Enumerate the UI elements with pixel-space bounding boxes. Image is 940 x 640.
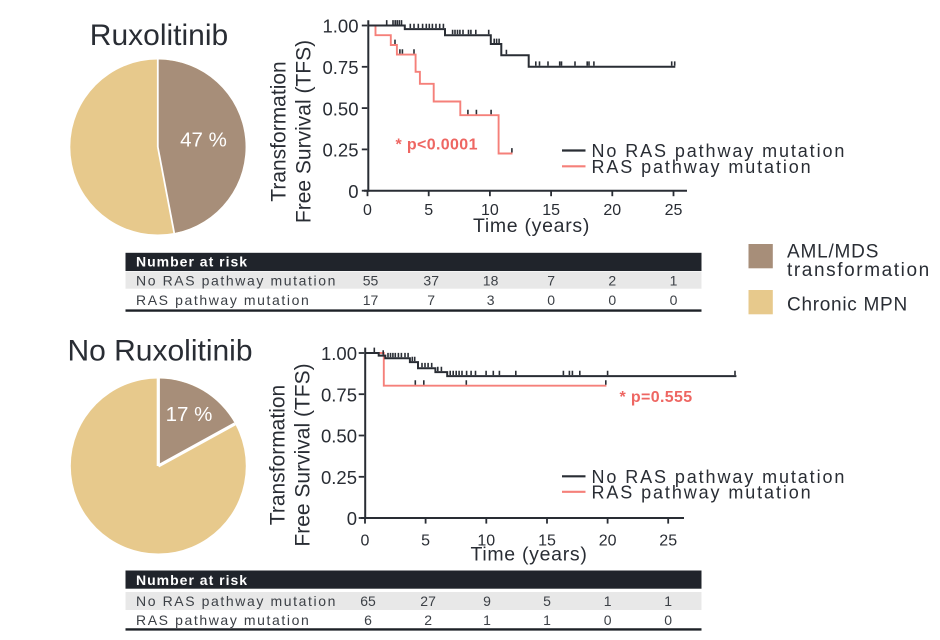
svg-text:0.50: 0.50 — [321, 426, 357, 447]
svg-text:Number at risk: Number at risk — [136, 254, 248, 270]
svg-text:Number at risk: Number at risk — [136, 572, 248, 588]
svg-text:17 %: 17 % — [166, 403, 213, 426]
svg-text:25: 25 — [659, 533, 677, 550]
svg-text:20: 20 — [603, 202, 621, 219]
svg-text:1.00: 1.00 — [321, 343, 357, 364]
svg-text:Free Survival (TFS): Free Survival (TFS) — [293, 40, 316, 223]
svg-text:* p=0.555: * p=0.555 — [620, 389, 693, 406]
svg-text:20: 20 — [599, 533, 617, 550]
svg-text:No RAS pathway mutation: No RAS pathway mutation — [592, 467, 847, 487]
svg-text:0: 0 — [363, 202, 372, 219]
svg-text:0.50: 0.50 — [322, 98, 358, 119]
svg-text:AML/MDS: AML/MDS — [787, 242, 879, 263]
svg-text:Time (years): Time (years) — [473, 215, 590, 237]
svg-text:27: 27 — [420, 593, 436, 609]
svg-text:0: 0 — [604, 612, 612, 628]
svg-text:37: 37 — [423, 273, 439, 289]
svg-text:0: 0 — [347, 508, 357, 529]
svg-text:5: 5 — [424, 202, 433, 219]
svg-text:0: 0 — [608, 292, 616, 308]
svg-text:6: 6 — [364, 612, 372, 628]
svg-text:* p<0.0001: * p<0.0001 — [396, 136, 478, 153]
svg-text:10: 10 — [477, 533, 495, 550]
svg-text:1: 1 — [604, 593, 612, 609]
svg-text:Transformation: Transformation — [268, 61, 291, 201]
svg-text:0.75: 0.75 — [321, 384, 357, 405]
svg-text:0: 0 — [547, 292, 555, 308]
svg-text:25: 25 — [665, 202, 683, 219]
svg-text:RAS pathway mutation: RAS pathway mutation — [592, 482, 813, 502]
svg-text:No RAS pathway mutation: No RAS pathway mutation — [136, 273, 337, 289]
svg-text:Transformation: Transformation — [266, 385, 289, 525]
svg-text:65: 65 — [360, 593, 376, 609]
svg-text:18: 18 — [483, 273, 499, 289]
svg-text:3: 3 — [487, 292, 495, 308]
svg-text:10: 10 — [481, 202, 499, 219]
svg-text:0: 0 — [361, 533, 370, 550]
svg-text:Ruxolitinib: Ruxolitinib — [90, 19, 228, 52]
svg-text:0.25: 0.25 — [322, 140, 358, 161]
svg-text:7: 7 — [427, 292, 435, 308]
svg-text:17: 17 — [363, 292, 379, 308]
svg-text:47 %: 47 % — [180, 129, 227, 152]
svg-text:7: 7 — [547, 273, 555, 289]
svg-text:2: 2 — [424, 612, 432, 628]
svg-text:0: 0 — [348, 181, 358, 202]
svg-text:1.00: 1.00 — [322, 16, 358, 37]
svg-text:No RAS pathway mutation: No RAS pathway mutation — [136, 593, 337, 609]
svg-text:5: 5 — [421, 533, 430, 550]
svg-text:RAS pathway mutation: RAS pathway mutation — [136, 292, 310, 308]
svg-text:No RAS pathway mutation: No RAS pathway mutation — [592, 141, 847, 161]
svg-text:RAS pathway mutation: RAS pathway mutation — [136, 612, 310, 628]
svg-text:0.75: 0.75 — [322, 57, 358, 78]
svg-text:1: 1 — [483, 612, 491, 628]
svg-text:RAS pathway mutation: RAS pathway mutation — [592, 157, 813, 177]
svg-text:55: 55 — [363, 273, 379, 289]
svg-text:5: 5 — [543, 593, 551, 609]
svg-text:1: 1 — [664, 593, 672, 609]
svg-text:No Ruxolitinib: No Ruxolitinib — [67, 335, 252, 368]
svg-text:Chronic MPN: Chronic MPN — [787, 294, 908, 315]
svg-text:1: 1 — [543, 612, 551, 628]
svg-text:Time (years): Time (years) — [470, 543, 587, 565]
svg-text:0: 0 — [670, 292, 678, 308]
svg-text:0: 0 — [664, 612, 672, 628]
svg-text:Free Survival (TFS): Free Survival (TFS) — [291, 363, 314, 546]
svg-text:1: 1 — [670, 273, 678, 289]
svg-text:0.25: 0.25 — [321, 467, 357, 488]
svg-text:transformation: transformation — [787, 260, 931, 281]
svg-text:2: 2 — [608, 273, 616, 289]
svg-text:9: 9 — [483, 593, 491, 609]
svg-text:15: 15 — [538, 533, 556, 550]
svg-text:15: 15 — [542, 202, 560, 219]
